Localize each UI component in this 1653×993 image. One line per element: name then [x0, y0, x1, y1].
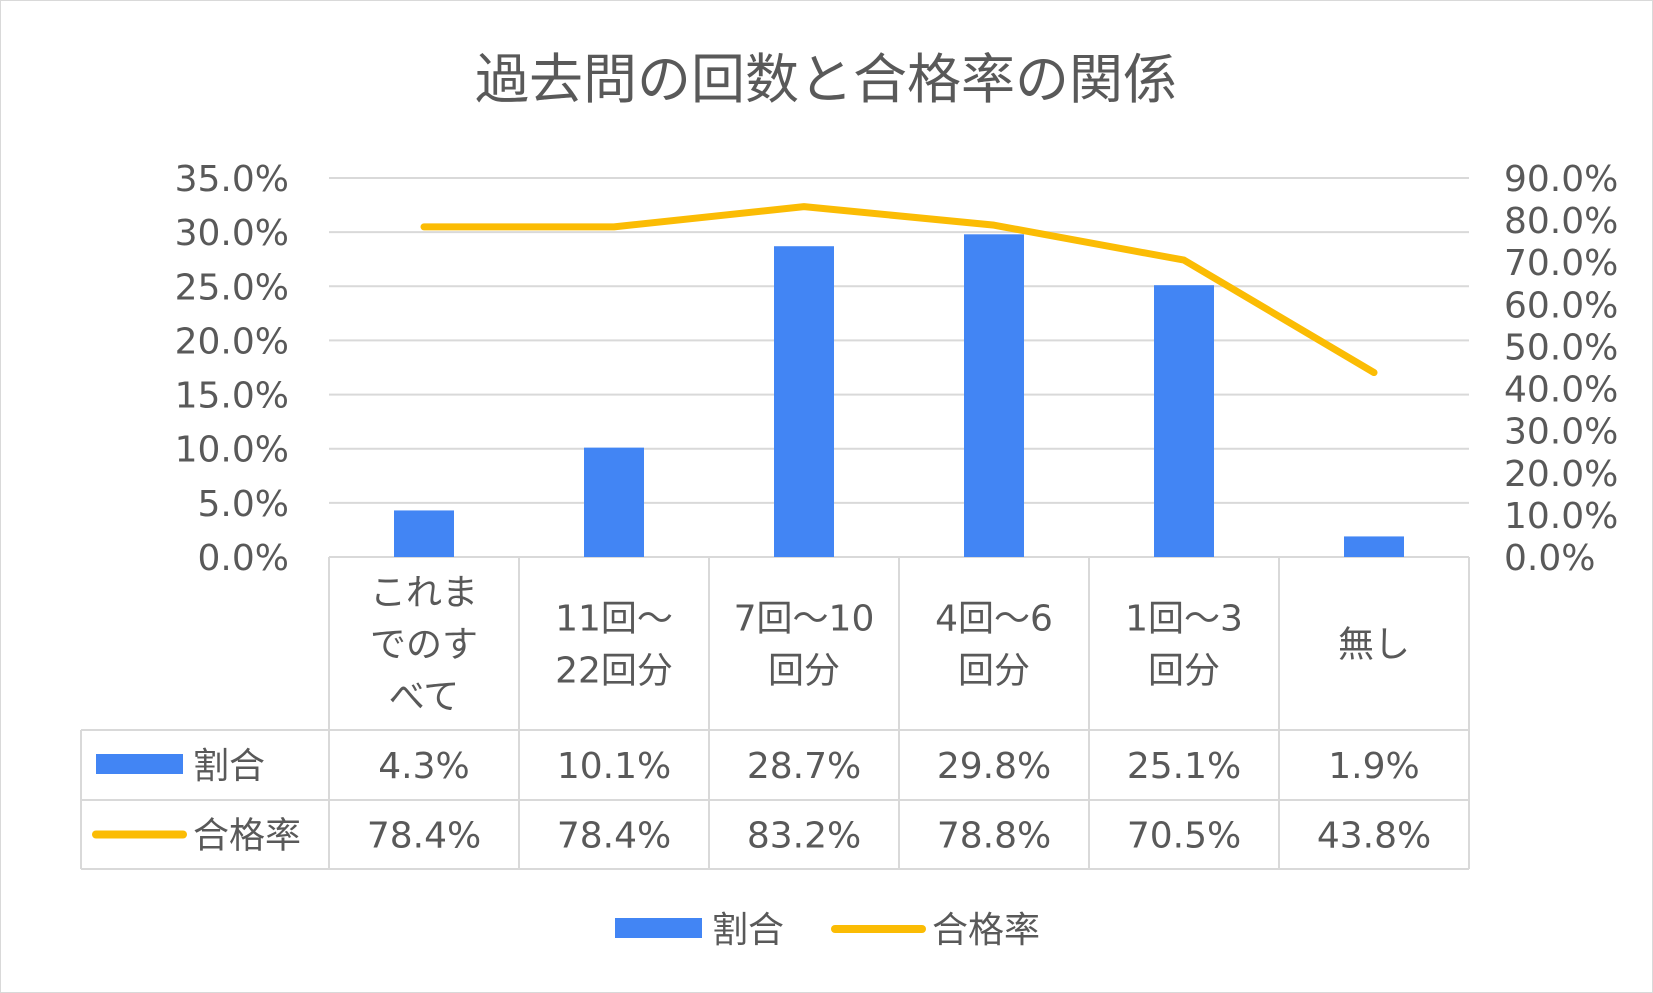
table-cell: 4.3% [378, 746, 469, 787]
legend: 割合 合格率 [615, 910, 1040, 951]
category-label: べて [389, 677, 460, 718]
left-axis-tick-label: 5.0% [198, 484, 289, 525]
bar [774, 246, 834, 557]
category-label: 7回～10 [734, 599, 875, 640]
left-axis-tick-label: 30.0% [175, 213, 289, 254]
category-label: 4回～6 [935, 599, 1053, 640]
table-cell: 78.8% [937, 816, 1051, 857]
table-row-label: 合格率 [193, 816, 301, 857]
legend-label: 割合 [712, 910, 784, 951]
category-label: 22回分 [555, 651, 673, 692]
table-cell: 1.9% [1328, 746, 1419, 787]
legend-swatch-bar [615, 918, 702, 938]
table-cell: 78.4% [557, 816, 671, 857]
bar [584, 447, 644, 557]
right-axis-tick-label: 20.0% [1504, 454, 1618, 495]
table-cell: 28.7% [747, 746, 861, 787]
bar [394, 510, 454, 557]
left-axis-tick-label: 10.0% [175, 430, 289, 471]
right-axis-tick-label: 90.0% [1504, 159, 1618, 200]
right-axis-tick-label: 40.0% [1504, 370, 1618, 411]
right-axis-tick-label: 80.0% [1504, 201, 1618, 242]
table-cell: 25.1% [1127, 746, 1241, 787]
right-axis-tick-label: 0.0% [1504, 538, 1595, 579]
table-cell: 29.8% [937, 746, 1051, 787]
table-cell: 43.8% [1317, 816, 1431, 857]
category-label: 回分 [958, 651, 1030, 692]
left-axis-tick-label: 25.0% [175, 267, 289, 308]
right-axis: 0.0%10.0%20.0%30.0%40.0%50.0%60.0%70.0%8… [1504, 159, 1618, 579]
table-row-label: 割合 [193, 746, 265, 787]
right-axis-tick-label: 70.0% [1504, 243, 1618, 284]
chart-title: 過去問の回数と合格率の関係 [475, 48, 1177, 111]
right-axis-tick-label: 50.0% [1504, 327, 1618, 368]
bar [964, 234, 1024, 557]
right-axis-tick-label: 10.0% [1504, 496, 1618, 537]
table-cell: 10.1% [557, 746, 671, 787]
category-label: 回分 [768, 651, 840, 692]
category-label: これま [370, 573, 478, 614]
left-axis-tick-label: 0.0% [198, 538, 289, 579]
left-axis-tick-label: 35.0% [175, 159, 289, 200]
left-axis-tick-label: 15.0% [175, 376, 289, 417]
bar-series [394, 234, 1404, 557]
line-series [420, 203, 1378, 377]
table-legend-key-bar [96, 754, 183, 774]
right-axis-tick-label: 30.0% [1504, 412, 1618, 453]
category-label: 回分 [1148, 651, 1220, 692]
category-label: 1回～3 [1125, 599, 1243, 640]
legend-label: 合格率 [932, 910, 1040, 951]
left-axis-tick-label: 20.0% [175, 321, 289, 362]
bar [1154, 285, 1214, 557]
table-cell: 78.4% [367, 816, 481, 857]
line-series-path [420, 203, 1378, 377]
table-cell: 83.2% [747, 816, 861, 857]
category-label: でのす [370, 625, 478, 666]
category-label: 無し [1338, 625, 1410, 666]
category-label: 11回～ [555, 599, 673, 640]
table-cell: 70.5% [1127, 816, 1241, 857]
right-axis-tick-label: 60.0% [1504, 285, 1618, 326]
left-axis: 0.0% 5.0% 10.0% 15.0% 20.0% 25.0% 30.0% 35.0% [175, 159, 289, 579]
gridlines [329, 177, 1469, 558]
bar [1344, 536, 1404, 557]
